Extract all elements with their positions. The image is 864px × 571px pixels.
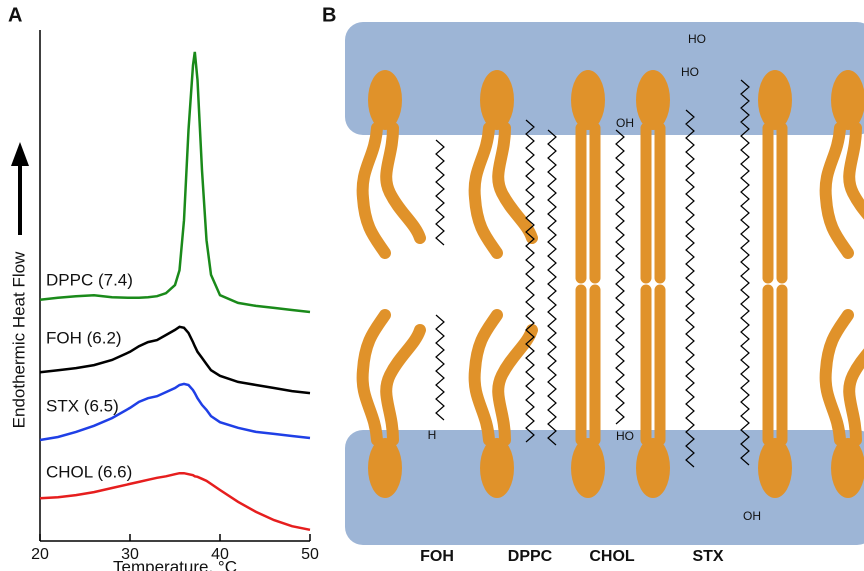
chemical-chain <box>435 314 445 421</box>
atom-label: HO <box>688 32 706 46</box>
chemical-chain <box>547 129 557 446</box>
series-label: FOH (6.2) <box>46 328 122 347</box>
x-axis-label: Temperature, °C <box>113 557 237 571</box>
x-tick-label: 50 <box>301 546 319 563</box>
chemical-chain <box>435 139 445 246</box>
molecule-label: CHOL <box>589 548 635 565</box>
series-line <box>39 51 311 314</box>
lipid-tail <box>843 122 864 220</box>
chemical-chain <box>685 109 695 468</box>
series-line <box>39 325 311 395</box>
lipid-head <box>480 438 514 498</box>
lipid-head <box>831 70 864 130</box>
x-tick-label: 20 <box>31 546 49 563</box>
lipid-tail <box>843 348 864 446</box>
series-line <box>39 471 311 532</box>
panel-label: B <box>322 4 336 26</box>
lipid-head <box>480 70 514 130</box>
atom-label: HO <box>681 65 699 79</box>
chemical-chain <box>525 119 535 443</box>
atom-label: OH <box>616 116 634 130</box>
series-label: CHOL (6.6) <box>46 462 132 481</box>
lipid-tail <box>356 122 391 259</box>
lipid-tail <box>468 309 503 446</box>
x-tick-label: 40 <box>211 546 229 563</box>
chains <box>435 79 750 468</box>
lipid-head <box>571 70 605 130</box>
lipid-tail <box>819 122 854 259</box>
lipid-tail <box>380 324 426 446</box>
series-label: DPPC (7.4) <box>46 270 133 289</box>
molecule-label: FOH <box>420 548 454 565</box>
molecule-label: STX <box>692 548 723 565</box>
series-line <box>39 382 311 442</box>
y-axis-label: Endothermic Heat Flow <box>9 251 28 428</box>
panel-label: A <box>8 4 22 26</box>
lipid-tail <box>492 122 538 244</box>
lipid-head <box>636 70 670 130</box>
membrane-head-region <box>345 430 864 545</box>
atom-label: OH <box>743 509 761 523</box>
lipid-head <box>636 438 670 498</box>
lipid-head <box>368 70 402 130</box>
atom-label: HO <box>616 429 634 443</box>
lipid-head <box>571 438 605 498</box>
membrane-head-region <box>345 22 864 135</box>
lipid-tail <box>356 309 391 446</box>
lipid-head <box>368 438 402 498</box>
lipid-tail <box>819 309 854 446</box>
atom-label: H <box>428 428 437 442</box>
y-arrow-head <box>11 142 29 166</box>
series-label: STX (6.5) <box>46 396 119 415</box>
x-tick-label: 30 <box>121 546 139 563</box>
lipid-tail <box>468 122 503 259</box>
molecule-label: DPPC <box>508 548 553 565</box>
chemical-chain <box>615 129 625 425</box>
lipid-tail <box>492 324 538 446</box>
lipid-head <box>831 438 864 498</box>
chemical-chain <box>740 79 750 466</box>
lipids <box>356 70 864 498</box>
lipid-head <box>758 70 792 130</box>
lipid-tail <box>380 122 426 244</box>
lipid-head <box>758 438 792 498</box>
